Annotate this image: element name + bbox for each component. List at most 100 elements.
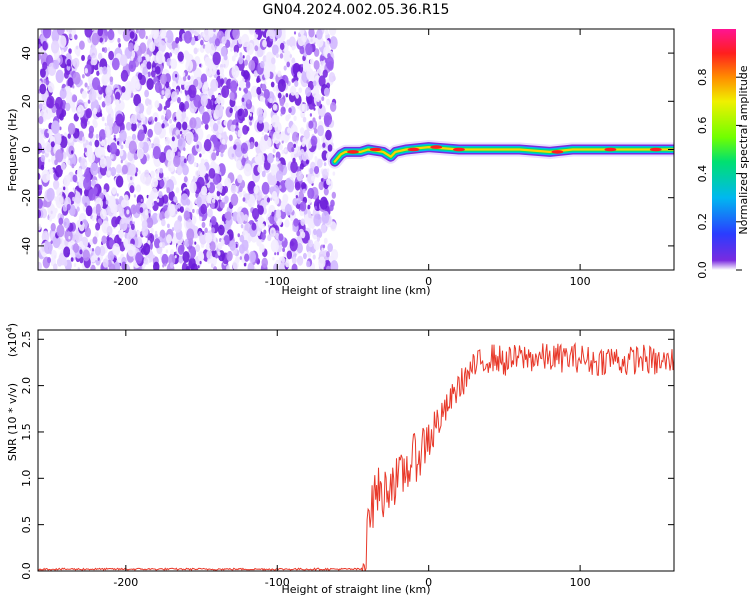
- noise-dot: [139, 42, 147, 54]
- noise-dot: [91, 95, 95, 100]
- noise-dot: [303, 129, 310, 140]
- noise-dot: [46, 95, 55, 109]
- noise-dot: [175, 187, 180, 194]
- noise-dot: [267, 217, 270, 221]
- noise-dot: [170, 249, 175, 256]
- noise-dot: [234, 130, 238, 135]
- noise-dot: [56, 29, 65, 36]
- noise-dot: [144, 169, 150, 178]
- noise-dot: [184, 238, 190, 248]
- noise-dot: [251, 222, 257, 231]
- noise-dot: [283, 29, 286, 34]
- noise-dot: [261, 29, 265, 32]
- noise-dot: [301, 182, 307, 190]
- noise-dot: [108, 195, 116, 208]
- noise-dot: [254, 141, 259, 148]
- colorbar-tick-label: 0.4: [696, 165, 709, 183]
- noise-dot: [325, 265, 331, 270]
- noise-dot: [261, 232, 266, 241]
- noise-dot: [229, 91, 235, 101]
- noise-dot: [161, 90, 165, 96]
- noise-dot: [216, 94, 223, 105]
- noise-dot: [288, 36, 296, 48]
- noise-dot: [295, 93, 299, 99]
- noise-dot: [311, 86, 320, 99]
- noise-dot: [256, 77, 260, 83]
- noise-dot: [94, 139, 100, 148]
- noise-dot: [38, 172, 41, 181]
- noise-dot: [285, 260, 290, 268]
- noise-dot: [279, 53, 284, 59]
- noise-dot: [267, 152, 274, 164]
- noise-dot: [150, 190, 154, 197]
- noise-dot: [92, 107, 98, 115]
- noise-dot: [173, 180, 177, 186]
- noise-dot: [217, 251, 221, 256]
- noise-dot: [127, 243, 136, 257]
- noise-dot: [188, 257, 196, 270]
- noise-dot: [46, 187, 55, 202]
- noise-dot: [164, 210, 170, 219]
- noise-dot: [295, 140, 298, 144]
- noise-dot: [72, 243, 80, 253]
- noise-dot: [171, 136, 175, 142]
- noise-dot: [111, 171, 115, 177]
- noise-dot: [314, 156, 318, 161]
- noise-dot: [281, 140, 284, 144]
- noise-dot: [200, 73, 208, 84]
- noise-dot: [201, 111, 210, 125]
- noise-dot: [153, 261, 160, 270]
- noise-dot: [172, 144, 178, 153]
- noise-dot: [263, 89, 270, 100]
- noise-dot: [48, 158, 51, 163]
- noise-dot: [248, 59, 256, 71]
- noise-dot: [305, 159, 309, 165]
- noise-dot: [186, 228, 195, 241]
- noise-dot: [162, 263, 165, 268]
- noise-dot: [248, 29, 255, 35]
- noise-dot: [168, 254, 176, 266]
- noise-dot: [52, 234, 61, 249]
- noise-dot: [291, 45, 295, 51]
- noise-dot: [135, 184, 141, 193]
- noise-dot: [196, 144, 200, 149]
- noise-dot: [217, 224, 225, 236]
- noise-dot: [331, 191, 337, 199]
- noise-dot: [183, 210, 190, 221]
- noise-dot: [181, 83, 186, 90]
- noise-dot: [277, 78, 286, 93]
- noise-dot: [92, 236, 98, 245]
- noise-dot: [115, 113, 124, 127]
- noise-dot: [330, 180, 333, 185]
- noise-dot: [153, 121, 163, 136]
- noise-dot: [286, 61, 291, 68]
- noise-dot: [146, 61, 152, 70]
- chart-title: GN04.2024.002.05.36.R15: [263, 2, 450, 18]
- noise-dot: [321, 247, 324, 252]
- noise-dot: [217, 182, 223, 192]
- noise-dot: [101, 265, 104, 270]
- noise-dot: [254, 267, 257, 270]
- noise-dot: [216, 69, 221, 76]
- noise-dot: [330, 199, 335, 208]
- noise-dot: [266, 197, 271, 203]
- noise-dot: [67, 133, 72, 139]
- noise-dot: [169, 262, 174, 269]
- noise-dot: [271, 169, 276, 176]
- noise-dot: [220, 239, 225, 246]
- noise-dot: [102, 258, 109, 268]
- noise-dot: [296, 236, 301, 243]
- noise-dot: [309, 113, 313, 117]
- y-tick-label: 2.5: [20, 331, 33, 349]
- noise-dot: [240, 142, 248, 154]
- noise-dot: [257, 204, 260, 209]
- noise-dot: [245, 193, 250, 201]
- noise-dot: [50, 210, 53, 215]
- noise-dot: [323, 162, 327, 167]
- noise-dot: [85, 205, 93, 217]
- noise-dot: [117, 37, 121, 43]
- noise-dot: [142, 120, 146, 125]
- noise-dot: [282, 247, 286, 253]
- noise-dot: [216, 190, 221, 197]
- noise-dot: [238, 56, 244, 65]
